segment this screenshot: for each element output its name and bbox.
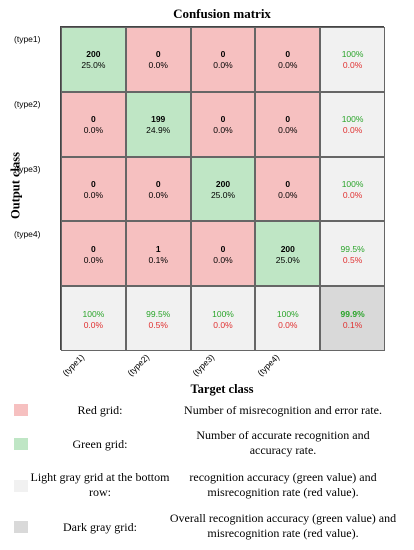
legend-light-gray-label: Light gray grid at the bottom row: [30,470,170,499]
light-gray-swatch [14,480,28,492]
legend-dark-gray-description: Overall recognition accuracy (green valu… [169,511,397,540]
cell-r1-c2: 0 0.0% [125,27,191,92]
cell-r1-c1: 200 25.0% [61,27,126,92]
cell-r4-c1: 0 0.0% [61,221,126,287]
cell-r4-c2: 1 0.1% [125,221,191,287]
row-summary-3: 100% 0.0% [320,156,385,222]
row-summary-1-value: 100% [341,49,364,60]
row-label-1: (type1) [14,34,41,45]
row-summary-4: 99.5% 0.5% [320,221,385,287]
cell-r4-c2-rate: 0.1% [148,254,168,265]
column-label-3: (type3) [190,352,217,378]
col-summary-1-rate: 0.0% [83,319,104,330]
cell-r1-c3-value: 0 [220,49,226,60]
legend-green-label: Green grid: [72,437,128,451]
cell-r3-c2-rate: 0.0% [148,189,168,200]
cell-r1-c2-value: 0 [155,49,161,60]
cell-r3-c1-rate: 0.0% [83,189,104,200]
legend-light-gray-description: recognition accuracy (green value) and m… [189,470,377,499]
row-summary-2: 100% 0.0% [320,91,385,157]
cell-r3-c3-value: 200 [215,178,231,189]
col-summary-3-rate: 0.0% [213,319,233,330]
chart-title: Confusion matrix [173,6,271,21]
cell-r4-c2-value: 1 [155,243,161,254]
cell-r4-c1-rate: 0.0% [83,254,104,265]
green-swatch [14,438,28,450]
col-summary-2-rate: 0.5% [148,319,168,330]
column-label-1: (type1) [60,352,87,378]
row-summary-4-rate: 0.5% [342,254,363,265]
red-swatch [14,404,28,416]
cell-r2-c2: 199 24.9% [125,91,191,157]
cell-r1-c2-rate: 0.0% [148,60,168,71]
column-label-4: (type4) [255,352,281,378]
confusion-matrix-grid: 200 25.0% 0 0.0% 0 0.0% 0 0.0% 100% 0.0% 0 0.0% 199 2… [60,26,385,351]
cell-r4-c4-value: 200 [280,243,295,254]
cell-r2-c2-rate: 24.9% [146,125,171,136]
overall-summary-rate: 0.1% [342,319,363,330]
row-label-4: (type4) [14,228,41,239]
col-summary-2: 99.5% 0.5% [125,286,191,351]
cell-r3-c1: 0 0.0% [61,156,126,222]
cell-r1-c4: 0 0.0% [255,27,321,92]
row-summary-3-rate: 0.0% [342,189,363,200]
cell-r4-c4-rate: 25.0% [275,254,300,265]
legend-red-label: Red grid: [77,403,123,417]
cell-r3-c3-rate: 25.0% [210,189,236,200]
col-summary-4: 100% 0.0% [255,286,321,351]
y-axis-label: Output class [8,151,23,220]
column-label-2: (type2) [125,352,152,378]
dark-gray-swatch [14,521,28,533]
cell-r4-c3-value: 0 [220,243,226,254]
cell-r4-c1-value: 0 [91,243,96,254]
cell-r3-c4: 0 0.0% [255,156,321,222]
cell-r2-c3: 0 0.0% [190,91,256,157]
cell-r3-c4-rate: 0.0% [278,189,298,200]
row-summary-2-value: 100% [341,114,364,125]
cell-r4-c3-rate: 0.0% [213,254,233,265]
x-axis-label: Target class [190,382,254,396]
row-summary-1: 100% 0.0% [320,27,385,92]
col-summary-1-value: 100% [82,308,105,319]
cell-r1-c4-rate: 0.0% [278,60,298,71]
cell-r2-c1: 0 0.0% [61,91,126,157]
cell-r4-c4: 200 25.0% [255,221,321,287]
cell-r2-c1-value: 0 [91,114,96,125]
cell-r3-c4-value: 0 [285,178,291,189]
cell-r2-c3-value: 0 [220,114,226,125]
legend-dark-gray-label: Dark gray grid: [63,520,137,534]
col-summary-2-value: 99.5% [146,308,171,319]
col-summary-1: 100% 0.0% [61,286,126,351]
cell-r3-c2: 0 0.0% [125,156,191,222]
cell-r1-c3-rate: 0.0% [213,60,233,71]
cell-r4-c3: 0 0.0% [190,221,256,287]
cell-r2-c4: 0 0.0% [255,91,321,157]
cell-r3-c3: 200 25.0% [190,156,256,222]
cell-r2-c4-rate: 0.0% [278,125,298,136]
legend-red-description: Number of misrecognition and error rate. [184,403,382,417]
col-summary-3-value: 100% [212,308,234,319]
row-label-2: (type2) [14,99,41,110]
col-summary-3: 100% 0.0% [190,286,256,351]
overall-summary: 99.9% 0.1% [320,286,385,351]
cell-r1-c1-value: 200 [86,49,101,60]
row-summary-4-value: 99.5% [340,243,365,254]
cell-r1-c4-value: 0 [285,49,291,60]
overall-summary-value: 99.9% [340,308,365,319]
col-summary-4-rate: 0.0% [278,319,298,330]
cell-r2-c4-value: 0 [285,114,291,125]
cell-r3-c1-value: 0 [91,178,96,189]
cell-r2-c3-rate: 0.0% [213,125,233,136]
legend-green-description: Number of accurate recognition and accur… [196,428,370,457]
cell-r2-c1-rate: 0.0% [83,125,104,136]
row-summary-2-rate: 0.0% [342,125,363,136]
cell-r1-c1-rate: 25.0% [81,60,106,71]
cell-r3-c2-value: 0 [155,178,161,189]
cell-r1-c3: 0 0.0% [190,27,256,92]
cell-r2-c2-value: 199 [151,114,166,125]
row-summary-1-rate: 0.0% [342,60,363,71]
col-summary-4-value: 100% [276,308,299,319]
row-summary-3-value: 100% [341,178,364,189]
row-label-3: (type3) [14,164,41,174]
